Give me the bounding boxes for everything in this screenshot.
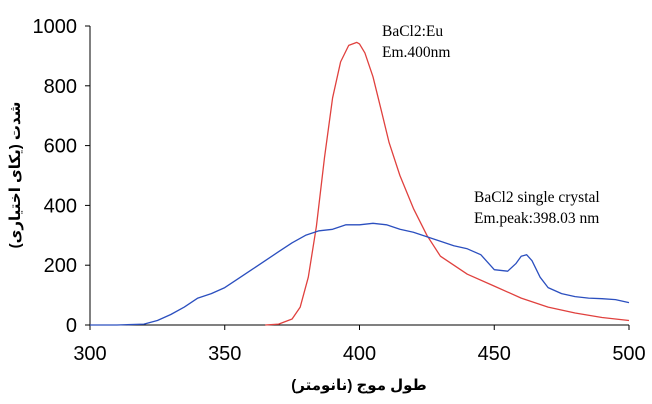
y-tick-label: 600 [44,136,77,158]
series-blue-line [90,222,630,326]
y-tick-label: 0 [66,315,77,337]
x-axis-title: طول موج (نانومتر) [291,377,426,394]
annotations: BaCl2:Eu Em.400nm BaCl2 single crystal Em.p… [382,23,600,227]
y-tick-label: 800 [44,76,77,98]
x-tick-label: 350 [208,343,241,365]
x-tick-label: 500 [612,343,645,365]
annotation-text: Em.peak:398.03 nm [474,210,599,227]
y-tick-label: 1000 [33,16,78,38]
y-axis-title: شدت (یکای اختیاری) [7,102,24,249]
x-tick-label: 400 [343,343,376,365]
series-layer [90,41,630,326]
series-red-line [265,41,630,326]
y-tick-label: 200 [44,255,77,277]
y-tick-label: 400 [44,195,77,217]
x-tick-label: 300 [73,343,106,365]
annotation-text: BaCl2:Eu [382,23,443,40]
annotation-text: BaCl2 single crystal [474,189,600,206]
ticks: 300 350 400 450 500 0 200 400 600 800 1000 [33,16,646,365]
x-tick-label: 450 [478,343,511,365]
axes [89,26,629,326]
annotation-text: Em.400nm [382,44,450,61]
